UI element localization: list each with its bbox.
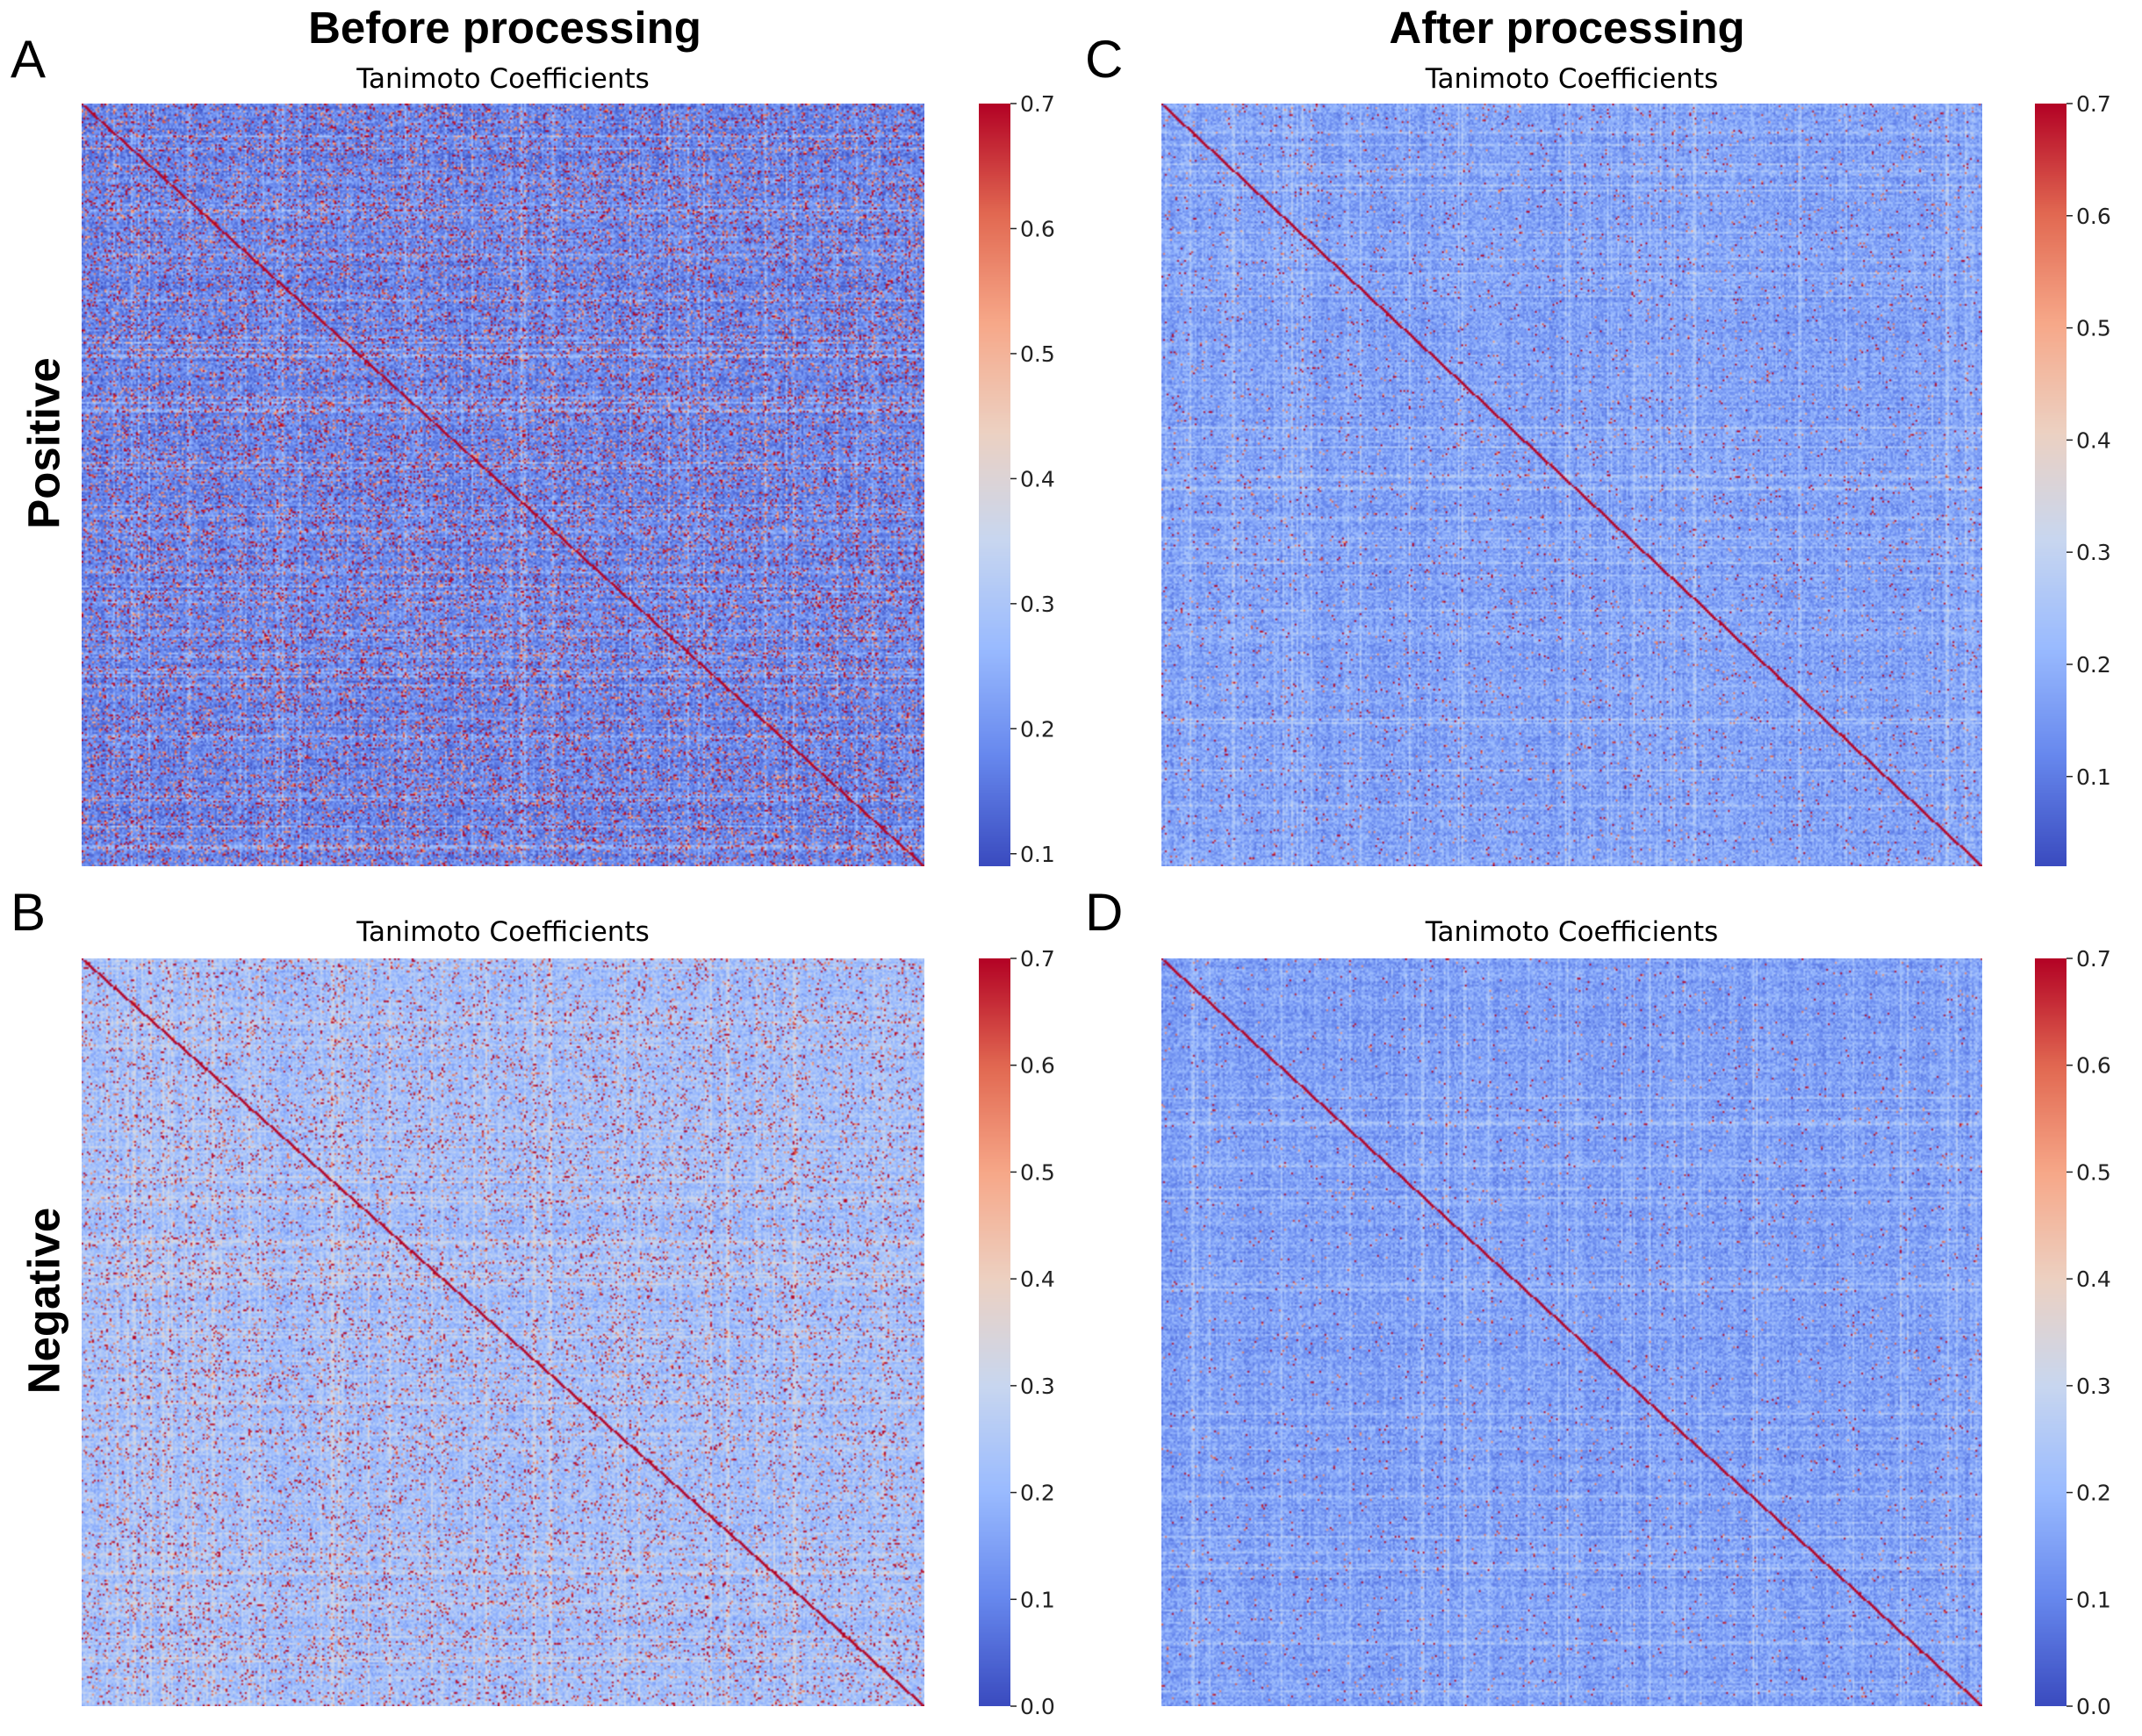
column-title-before: Before processing xyxy=(308,3,701,53)
colorbar-tick: 0.3 xyxy=(1010,592,1055,617)
colorbar-tick: 0.0 xyxy=(1010,1694,1055,1719)
row-label-negative: Negative xyxy=(18,1207,69,1395)
colorbar-tick-label: 0.1 xyxy=(2076,764,2111,790)
colorbar-tick-label: 0.2 xyxy=(2076,1481,2111,1506)
colorbar-tick: 0.5 xyxy=(2067,316,2111,341)
panel-letter: A xyxy=(11,30,47,89)
colorbar-tick-label: 0.5 xyxy=(1020,1159,1055,1185)
chart-title: Tanimoto Coefficients xyxy=(356,63,650,95)
colorbar-tick-label: 0.3 xyxy=(1020,592,1055,617)
colorbar-tick-label: 0.7 xyxy=(2076,91,2111,117)
heatmap-d xyxy=(1161,958,1982,1706)
colorbar-tick-label: 0.7 xyxy=(1020,946,1055,972)
colorbar-tick-label: 0.6 xyxy=(2076,1053,2111,1079)
colorbar-tick-label: 0.0 xyxy=(1020,1694,1055,1719)
colorbar-tick-label: 0.2 xyxy=(1020,716,1055,742)
colorbar-tick: 0.0 xyxy=(2067,1694,2111,1719)
colorbar-tick: 0.7 xyxy=(1010,91,1055,117)
row-label-positive: Positive xyxy=(18,357,69,529)
colorbar-tick: 0.7 xyxy=(2067,946,2111,972)
colorbar-tick: 0.2 xyxy=(1010,1481,1055,1506)
colorbar-tick-label: 0.6 xyxy=(1020,1053,1055,1079)
colorbar-tick: 0.1 xyxy=(2067,764,2111,790)
colorbar-tick-label: 0.1 xyxy=(2076,1587,2111,1612)
colorbar-tick: 0.1 xyxy=(1010,842,1055,867)
chart-title: Tanimoto Coefficients xyxy=(1425,916,1719,948)
colorbar-tick: 0.6 xyxy=(2067,204,2111,229)
colorbar-tick: 0.6 xyxy=(1010,1053,1055,1079)
colorbar-tick: 0.5 xyxy=(1010,341,1055,367)
colorbar-tick-label: 0.7 xyxy=(2076,946,2111,972)
colorbar-tick-label: 0.6 xyxy=(1020,216,1055,241)
colorbar-tick-label: 0.4 xyxy=(2076,427,2111,453)
colorbar-a xyxy=(979,104,1010,866)
colorbar-tick: 0.1 xyxy=(1010,1587,1055,1612)
colorbar-tick-label: 0.4 xyxy=(2076,1266,2111,1292)
colorbar-axis-b: 0.0 0.1 0.2 0.3 0.4 0.5 0.6 0.7 xyxy=(1010,946,1055,1719)
colorbar-tick-label: 0.5 xyxy=(2076,1159,2111,1185)
colorbar-tick: 0.4 xyxy=(2067,1266,2111,1292)
colorbar-tick-label: 0.4 xyxy=(1020,466,1055,491)
colorbar-tick-label: 0.2 xyxy=(1020,1481,1055,1506)
colorbar-tick-label: 0.5 xyxy=(2076,316,2111,341)
panel-letter: C xyxy=(1085,30,1124,89)
colorbar-tick: 0.7 xyxy=(2067,91,2111,117)
colorbar-tick: 0.6 xyxy=(1010,216,1055,241)
colorbar-tick-label: 0.1 xyxy=(1020,1587,1055,1612)
column-title-after: After processing xyxy=(1389,3,1745,53)
colorbar-tick-label: 0.2 xyxy=(2076,652,2111,678)
colorbar-c xyxy=(2035,104,2067,866)
panel-letter: B xyxy=(11,883,47,942)
colorbar-tick: 0.7 xyxy=(1010,946,1055,972)
heatmap-a xyxy=(82,104,924,866)
colorbar-tick-label: 0.6 xyxy=(2076,204,2111,229)
colorbar-tick-label: 0.3 xyxy=(2076,540,2111,565)
colorbar-tick: 0.3 xyxy=(2067,1374,2111,1399)
colorbar-axis-c: 0.1 0.2 0.3 0.4 0.5 0.6 0.7 xyxy=(2067,91,2111,790)
colorbar-tick-label: 0.3 xyxy=(1020,1374,1055,1399)
colorbar-tick: 0.3 xyxy=(1010,1374,1055,1399)
colorbar-tick: 0.4 xyxy=(1010,1266,1055,1292)
colorbar-tick: 0.4 xyxy=(2067,427,2111,453)
colorbar-tick: 0.5 xyxy=(1010,1159,1055,1185)
colorbar-tick: 0.1 xyxy=(2067,1587,2111,1612)
colorbar-tick: 0.2 xyxy=(2067,652,2111,678)
colorbar-tick: 0.6 xyxy=(2067,1053,2111,1079)
colorbar-axis-d: 0.0 0.1 0.2 0.3 0.4 0.5 0.6 0.7 xyxy=(2067,946,2111,1719)
colorbar-tick-label: 0.0 xyxy=(2076,1694,2111,1719)
colorbar-b xyxy=(979,958,1010,1706)
colorbar-tick-label: 0.7 xyxy=(1020,91,1055,117)
colorbar-tick-label: 0.1 xyxy=(1020,842,1055,867)
colorbar-tick-label: 0.3 xyxy=(2076,1374,2111,1399)
chart-title: Tanimoto Coefficients xyxy=(356,916,650,948)
colorbar-tick-label: 0.5 xyxy=(1020,341,1055,367)
colorbar-tick: 0.4 xyxy=(1010,466,1055,491)
colorbar-tick: 0.5 xyxy=(2067,1159,2111,1185)
heatmap-b xyxy=(82,958,924,1706)
colorbar-tick: 0.3 xyxy=(2067,540,2111,565)
colorbar-d xyxy=(2035,958,2067,1706)
colorbar-axis-a: 0.1 0.2 0.3 0.4 0.5 0.6 0.7 xyxy=(1010,91,1055,867)
colorbar-tick: 0.2 xyxy=(2067,1481,2111,1506)
heatmap-c xyxy=(1161,104,1982,866)
colorbar-tick: 0.2 xyxy=(1010,716,1055,742)
chart-title: Tanimoto Coefficients xyxy=(1425,63,1719,95)
colorbar-tick-label: 0.4 xyxy=(1020,1266,1055,1292)
panel-letter: D xyxy=(1085,883,1124,942)
